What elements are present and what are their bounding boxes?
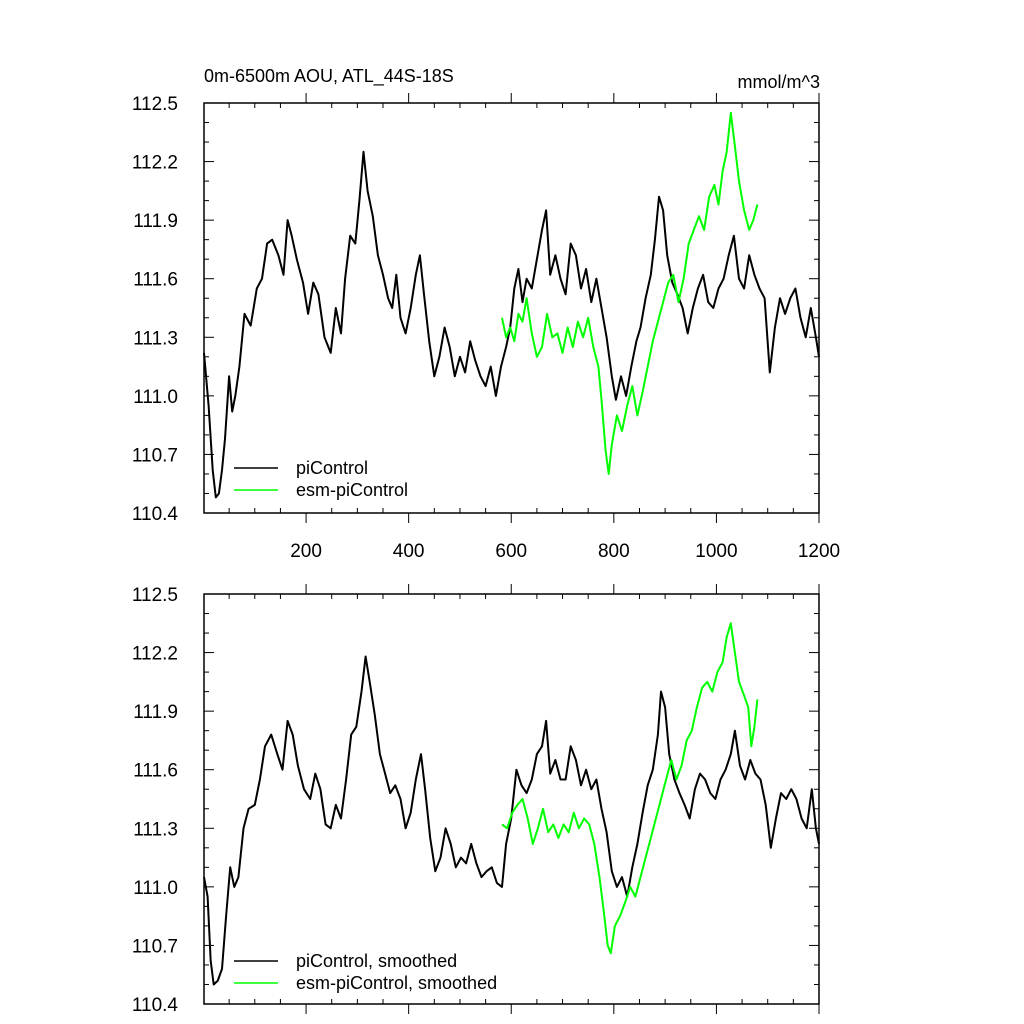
legend-label: piControl, smoothed [296, 951, 457, 971]
y-tick-label: 110.4 [132, 504, 179, 525]
y-tick-label: 111.6 [133, 270, 178, 291]
x-tick-label: 1200 [798, 541, 840, 562]
top-panel: 0m-6500m AOU, ATL_44S-18S mmol/m^3 110.4… [132, 66, 840, 562]
y-tick-label: 111.6 [133, 761, 178, 782]
legend-label: esm-piControl, smoothed [296, 973, 497, 993]
x-tick-label: 1000 [695, 541, 737, 562]
chart-title: 0m-6500m AOU, ATL_44S-18S [204, 66, 454, 87]
series-group-bottom [203, 622, 820, 986]
axis-ticks-top: 110.4 110.7 111.0 111.3 111.6 111.9 112.2 112.5… [132, 93, 840, 562]
x-tick-label: 200 [290, 541, 322, 562]
y-tick-label: 111.9 [133, 702, 178, 723]
axis-ticks-bottom: 110.4 110.7 111.0 111.3 111.6 111.9 112.2 112.5 [132, 584, 820, 1016]
x-tick-label: 400 [393, 541, 425, 562]
legend-label: piControl [296, 458, 368, 478]
y-tick-label: 112.5 [132, 94, 178, 115]
series-line [203, 150, 820, 499]
legend-label: esm-piControl [296, 480, 408, 500]
y-tick-label: 111.3 [133, 328, 178, 349]
y-tick-label: 112.2 [132, 644, 178, 665]
y-tick-label: 110.4 [132, 995, 179, 1016]
units-label: mmol/m^3 [738, 72, 820, 92]
y-tick-label: 110.7 [132, 936, 178, 957]
series-line [501, 111, 759, 475]
y-tick-label: 112.2 [132, 153, 178, 174]
x-tick-label: 800 [598, 541, 630, 562]
x-tick-label: 600 [495, 541, 527, 562]
y-tick-label: 111.3 [133, 819, 178, 840]
y-tick-label: 112.5 [132, 585, 178, 606]
plot-frame-bottom [203, 593, 820, 1005]
y-tick-label: 111.0 [133, 387, 178, 408]
y-tick-label: 110.7 [132, 445, 178, 466]
y-tick-label: 111.9 [133, 211, 178, 232]
series-line [501, 622, 759, 955]
series-group-top [203, 111, 820, 499]
bottom-panel: 110.4 110.7 111.0 111.3 111.6 111.9 112.2 112.5… [132, 584, 820, 1016]
y-tick-label: 111.0 [133, 878, 178, 899]
series-line [203, 655, 820, 986]
